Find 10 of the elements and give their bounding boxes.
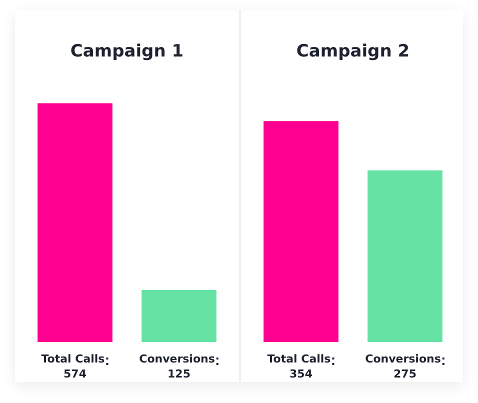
chart-title: Campaign 2: [296, 42, 410, 62]
chart-title: Campaign 1: [70, 42, 184, 62]
data-label: 354: [290, 367, 313, 380]
x-tick-label: Conversions: [365, 352, 442, 366]
x-tick-label: Total Calls: [267, 352, 332, 366]
x-tick-label: Total Calls: [41, 352, 106, 366]
data-label: 275: [394, 367, 416, 380]
x-tick-label: Conversions: [139, 352, 216, 366]
data-label: 125: [168, 367, 190, 380]
data-label: 574: [64, 367, 87, 380]
